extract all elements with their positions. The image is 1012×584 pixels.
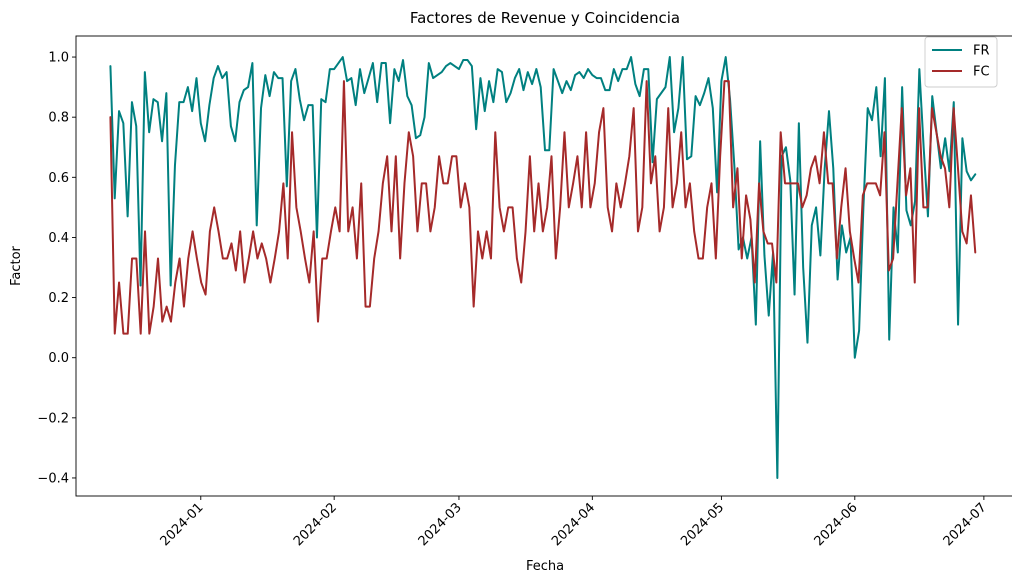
y-tick-label: 0.0 <box>48 351 69 366</box>
legend-label-fr: FR <box>973 44 990 59</box>
x-axis: 2024-01 2024-02 2024-03 2024-04 2024-05 2024-… <box>158 496 990 549</box>
legend: FR FC <box>924 36 998 88</box>
y-tick-label: 0.2 <box>48 291 69 306</box>
y-tick-label: 0.4 <box>48 231 69 246</box>
y-tick-label: −0.2 <box>37 411 69 426</box>
x-tick-label: 2024-05 <box>678 500 727 549</box>
chart-title: Factores de Revenue y Coincidencia <box>410 9 680 27</box>
x-tick-label: 2024-01 <box>158 500 207 549</box>
x-tick-label: 2024-04 <box>549 500 598 549</box>
legend-label-fc: FC <box>973 65 990 80</box>
x-axis-title: Fecha <box>526 559 564 574</box>
y-axis-title: Factor <box>9 245 24 285</box>
x-tick-label: 2024-03 <box>416 500 465 549</box>
x-tick-label: 2024-02 <box>291 500 340 549</box>
series-layer <box>109 56 977 479</box>
y-tick-label: −0.4 <box>37 471 69 486</box>
series-line-fr <box>109 56 977 479</box>
plot-frame <box>75 35 1012 497</box>
y-tick-label: 1.0 <box>48 51 69 66</box>
x-tick-label: 2024-06 <box>812 500 861 549</box>
y-tick-label: 0.8 <box>48 111 69 126</box>
y-tick-label: 0.6 <box>48 171 69 186</box>
x-tick-label: 2024-07 <box>941 500 990 549</box>
y-axis: −0.4 −0.2 0.0 0.2 0.4 0.6 0.8 1.0 <box>37 51 76 486</box>
series-line-fc <box>109 80 977 335</box>
